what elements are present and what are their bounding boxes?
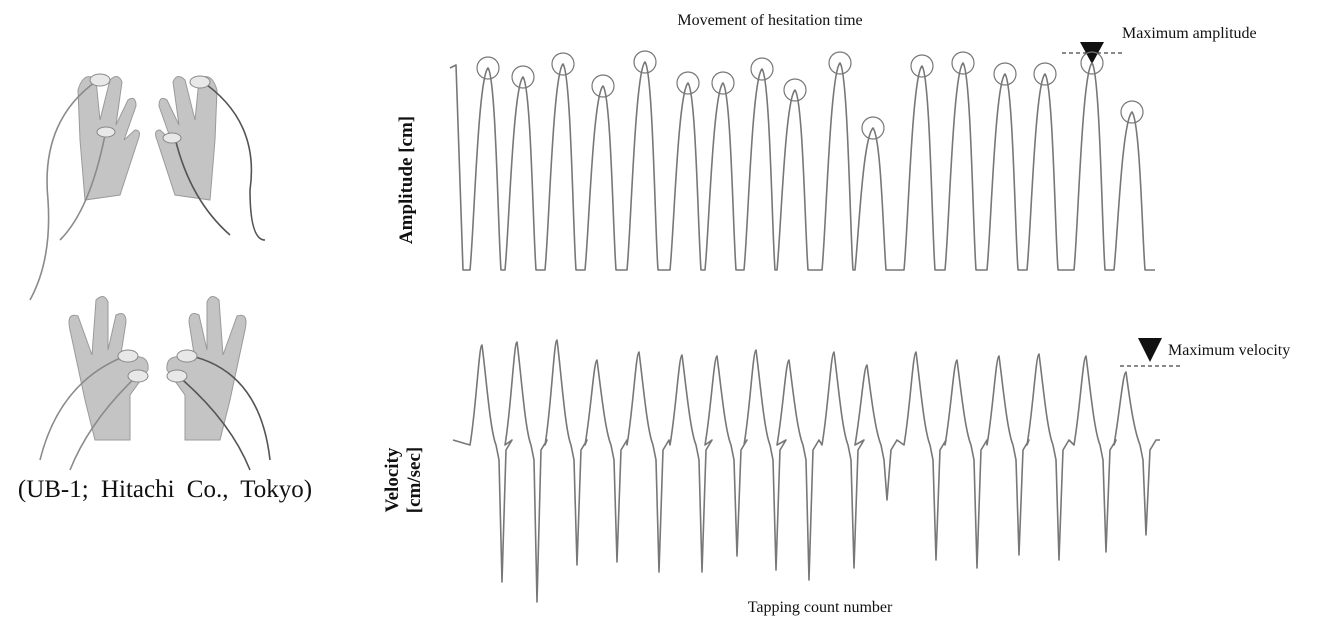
peak-circle xyxy=(1120,100,1144,124)
velocity-axis-label: [cm/sec] xyxy=(404,447,425,513)
peak-circle xyxy=(750,57,774,81)
velocity-annotation: Maximum velocity xyxy=(1168,342,1290,359)
peak-circle xyxy=(993,62,1017,86)
peak-circle xyxy=(861,116,885,140)
peak-circle xyxy=(551,52,575,76)
peak-circle xyxy=(511,65,535,89)
figure-title: Movement of hesitation time xyxy=(677,12,862,29)
hand-illustration xyxy=(29,73,140,301)
marker-triangle xyxy=(1138,338,1162,362)
velocity-axis-label: Velocity xyxy=(382,447,403,512)
peak-circle xyxy=(711,71,735,95)
hand-illustration xyxy=(39,296,149,471)
x-axis-label: Tapping count number xyxy=(748,599,893,616)
amplitude-annotation: Maximum amplitude xyxy=(1122,25,1257,42)
hand-illustration xyxy=(166,296,271,471)
amplitude-axis-label: Amplitude [cm] xyxy=(396,116,417,244)
peak-circle xyxy=(591,74,615,98)
peak-circle xyxy=(676,71,700,95)
peak-circle xyxy=(783,78,807,102)
peak-circle xyxy=(951,51,975,75)
peak-circle xyxy=(476,56,500,80)
velocity-trace xyxy=(452,339,1160,603)
peak-circle xyxy=(1080,51,1104,75)
peak-circle xyxy=(1033,62,1057,86)
hand-illustration xyxy=(155,75,266,241)
peak-circle xyxy=(828,51,852,75)
peak-circle xyxy=(910,54,934,78)
device-caption: (UB-1; Hitachi Co., Tokyo) xyxy=(18,476,312,503)
peak-circle xyxy=(633,50,657,74)
amplitude-trace xyxy=(449,61,1155,271)
